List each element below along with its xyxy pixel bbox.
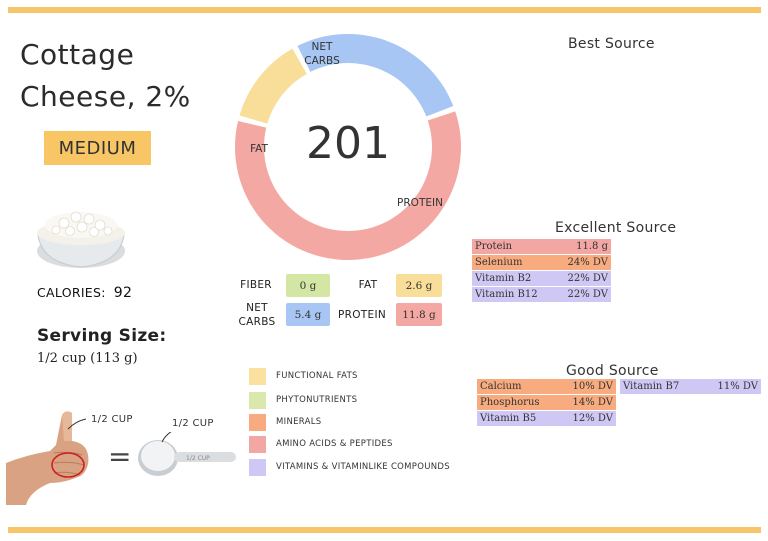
nutrient-name: Phosphorus — [480, 397, 540, 408]
fat-value: 2.6 g — [396, 274, 442, 297]
nutrient-name: Protein — [475, 241, 513, 252]
nutrient-row: Vitamin B2 22% DV — [472, 271, 611, 286]
nutrient-row: Phosphorus 14% DV — [477, 395, 616, 410]
net-carbs-slice-label-line2: CARBS — [304, 55, 340, 67]
nutrient-name: Vitamin B2 — [475, 273, 532, 284]
nutrient-value: 11% DV — [717, 381, 758, 392]
legend-item: FUNCTIONAL FATS — [249, 367, 358, 385]
nutrient-name: Calcium — [480, 381, 522, 392]
equals-sign: = — [108, 440, 132, 473]
net-carbs-slice-label: NET CARBS — [300, 40, 344, 68]
best-source-title: Best Source — [568, 36, 655, 52]
calories-value: 92 — [113, 285, 133, 301]
hand-portion-label: 1/2 CUP — [91, 414, 133, 425]
nutrient-row: Vitamin B12 22% DV — [472, 287, 611, 302]
donut-slice-protein — [234, 111, 461, 261]
bottom-accent-bar — [8, 527, 761, 533]
nutrient-value: 22% DV — [567, 273, 608, 284]
net-carbs-label: NET CARBS — [234, 301, 280, 329]
legend-swatch — [249, 435, 266, 453]
legend-label: AMINO ACIDS & PEPTIDES — [276, 439, 393, 449]
excellent-source-title: Excellent Source — [555, 220, 677, 236]
nutrient-name: Vitamin B5 — [480, 413, 537, 424]
net-carbs-slice-label-line1: NET — [311, 41, 333, 53]
legend-swatch — [249, 367, 266, 385]
nutrient-value: 11.8 g — [576, 241, 608, 252]
nutrient-row: Selenium 24% DV — [472, 255, 611, 270]
protein-slice-label: PROTEIN — [397, 197, 443, 209]
net-carbs-label-line1: NET — [246, 302, 268, 314]
net-carbs-label-line2: CARBS — [238, 316, 276, 328]
calories-label: CALORIES: — [37, 285, 106, 300]
calories-center-label: 201 — [306, 118, 390, 169]
nutrient-row: Calcium 10% DV — [477, 379, 616, 394]
legend-item: MINERALS — [249, 413, 321, 431]
nutrient-value: 24% DV — [567, 257, 608, 268]
fat-slice-label: FAT — [250, 143, 268, 155]
fiber-value: 0 g — [286, 274, 330, 297]
food-title: Cottage Cheese, 2% — [20, 34, 191, 118]
nutrient-name: Selenium — [475, 257, 523, 268]
calories: CALORIES: 92 — [37, 285, 132, 301]
donut-slice-fat — [239, 48, 307, 124]
legend-swatch — [249, 413, 266, 431]
nutrient-value: 14% DV — [572, 397, 613, 408]
legend-label: PHYTONUTRIENTS — [276, 395, 358, 405]
macro-donut-chart — [234, 33, 461, 261]
serving-size-value: 1/2 cup (113 g) — [37, 351, 138, 366]
protein-value: 11.8 g — [396, 303, 442, 326]
good-source-title: Good Source — [566, 363, 659, 379]
donut-slice-net-carbs — [297, 33, 454, 117]
measuring-cup-image: 1/2 CUP — [138, 432, 236, 476]
nutrient-name: Vitamin B7 — [623, 381, 680, 392]
nutrient-row: Vitamin B7 11% DV — [620, 379, 761, 394]
svg-text:1/2 CUP: 1/2 CUP — [186, 455, 210, 462]
food-title-line1: Cottage — [20, 38, 135, 71]
legend-swatch — [249, 458, 266, 476]
net-carbs-value: 5.4 g — [286, 303, 330, 326]
serving-size-heading: Serving Size: — [37, 326, 167, 346]
legend-label: VITAMINS & VITAMINLIKE COMPOUNDS — [276, 462, 450, 472]
top-accent-bar — [8, 7, 761, 13]
nutrient-row: Protein 11.8 g — [472, 239, 611, 254]
food-title-line2: Cheese, 2% — [20, 80, 191, 113]
legend-item: AMINO ACIDS & PEPTIDES — [249, 435, 393, 453]
legend-label: FUNCTIONAL FATS — [276, 371, 358, 381]
nutrient-name: Vitamin B12 — [475, 289, 538, 300]
nutrient-value: 22% DV — [567, 289, 608, 300]
fat-label: FAT — [358, 279, 378, 291]
nutrient-row: Vitamin B5 12% DV — [477, 411, 616, 426]
legend-item: PHYTONUTRIENTS — [249, 391, 357, 409]
fist-size-hand-image — [6, 411, 89, 505]
protein-label: PROTEIN — [338, 309, 386, 321]
cup-portion-label: 1/2 CUP — [172, 418, 214, 429]
nutrient-value: 12% DV — [572, 413, 613, 424]
nutrient-value: 10% DV — [572, 381, 613, 392]
legend-item: VITAMINS & VITAMINLIKE COMPOUNDS — [249, 458, 450, 476]
legend-label: MINERALS — [276, 417, 322, 427]
cottage-cheese-bowl-image — [37, 211, 125, 268]
level-badge: MEDIUM — [44, 131, 151, 165]
fiber-label: FIBER — [240, 279, 272, 291]
legend-swatch — [249, 391, 266, 409]
